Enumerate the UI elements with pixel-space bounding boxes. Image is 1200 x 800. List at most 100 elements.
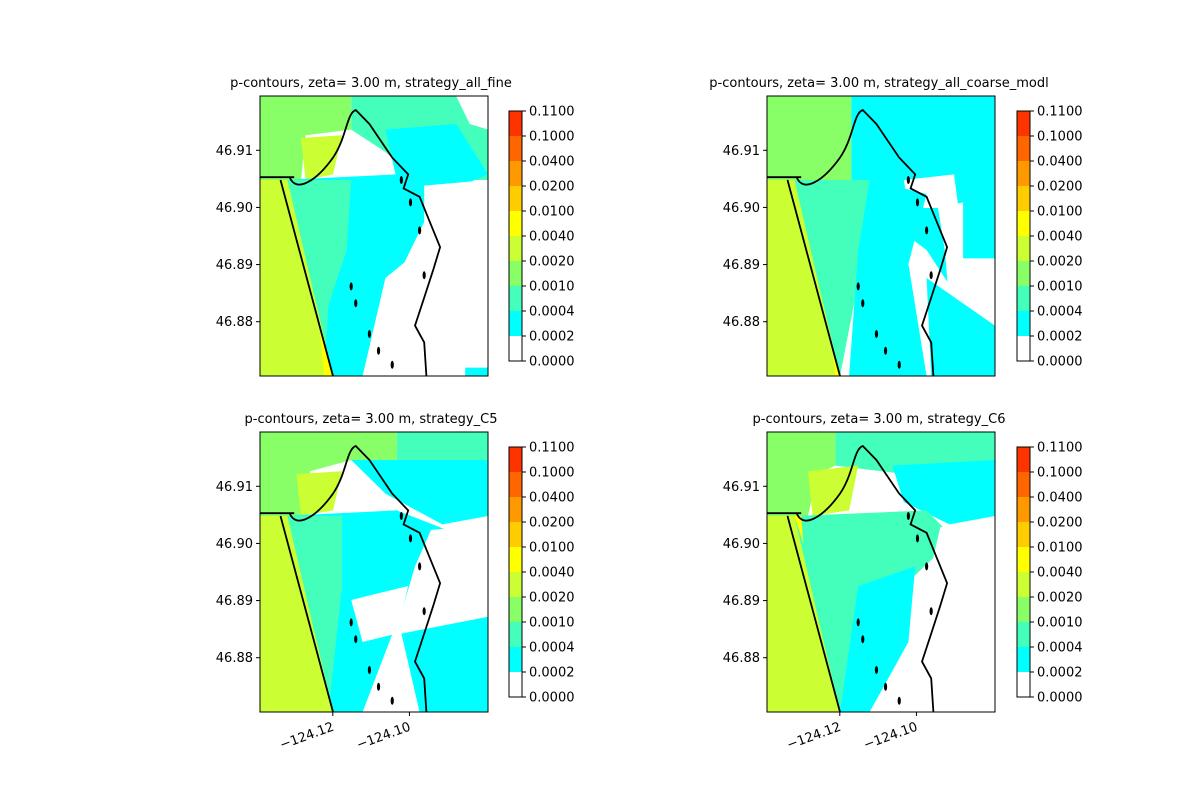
shoal-mark [354,299,358,308]
colorbar-tick-label: 0.0100 [1037,205,1083,220]
colorbar-band [509,522,522,547]
map-surface [767,432,995,712]
colorbar-tick-label: 0.0000 [529,691,575,706]
shoal-mark [874,666,879,674]
shoal-mark [874,330,879,338]
colorbar-tick-label: 0.1000 [529,130,575,145]
y-tick-label: 46.90 [723,537,760,552]
probability-patch [260,180,333,376]
colorbar-band [1017,336,1030,361]
colorbar-tick-label: 0.0200 [529,516,575,531]
probability-patch [908,521,995,712]
probability-patch [260,516,333,712]
colorbar-band [509,597,522,622]
colorbar-tick-label: 0.1000 [1037,130,1083,145]
y-tick-label: 46.89 [216,258,253,273]
probability-patch [296,471,343,516]
colorbar-band [1017,161,1030,186]
shoal-mark [897,696,901,705]
probability-patch [892,460,995,525]
shoal-mark [354,635,358,644]
colorbar-tick-label: 0.0200 [1037,180,1083,195]
colorbar-tick-label: 0.0002 [1037,666,1083,681]
panel-title-c5: p-contours, zeta= 3.00 m, strategy_C5 [244,412,498,427]
colorbar-tick-label: 0.0020 [529,591,575,606]
panel-title-all-coarse-modl: p-contours, zeta= 3.00 m, strategy_all_c… [709,76,1049,91]
colorbar-tick-label: 0.0040 [529,566,575,581]
x-tick-label: −124.10 [862,720,920,753]
colorbar-band [509,572,522,597]
shoal-mark [390,360,394,369]
probability-patch [926,278,995,376]
colorbar-tick-label: 0.0400 [1037,491,1083,506]
x-tick-label: −124.12 [278,720,336,753]
probability-patch [301,135,343,180]
probability-patch [401,616,488,712]
colorbar-tick-label: 0.0000 [529,355,575,370]
probability-patch [287,516,343,712]
probability-patch [767,432,836,516]
colorbar-tick-label: 0.1000 [529,466,575,481]
probability-patch [351,460,488,525]
colorbar-tick-label: 0.0002 [529,330,575,345]
y-tick-label: 46.90 [723,201,760,216]
shoal-mark [390,696,394,705]
colorbar-band [509,447,522,472]
shoal-mark [906,176,910,184]
colorbar-tick-label: 0.1100 [1037,105,1083,120]
shoal-mark [915,534,920,543]
colorbar-tick-label: 0.0020 [1037,255,1083,270]
colorbar-band [1017,111,1030,136]
colorbar-tick-label: 0.0400 [529,155,575,170]
probability-patch [794,516,804,544]
colorbar-tick-label: 0.0000 [1037,355,1083,370]
colorbar-tick-label: 0.0004 [1037,305,1083,320]
y-tick-label: 46.88 [723,651,760,666]
colorbar-tick-label: 0.0040 [1037,566,1083,581]
shoal-mark [408,534,413,543]
shoal-mark [418,226,422,235]
probability-patch [396,524,488,634]
colorbar-band [1017,522,1030,547]
colorbar-tick-label: 0.0400 [1037,155,1083,170]
colorbar-band [1017,311,1030,336]
shoal-mark [422,271,426,280]
colorbar-tick-label: 0.0002 [529,666,575,681]
shoal-mark [915,198,920,207]
shoal-mark [422,607,426,616]
probability-patch [840,566,916,712]
colorbar-tick-label: 0.0000 [1037,691,1083,706]
shoal-mark [399,512,403,520]
colorbar-tick-label: 0.1100 [1037,441,1083,456]
panel-title-all-fine: p-contours, zeta= 3.00 m, strategy_all_f… [230,76,512,91]
colorbar-band [509,336,522,361]
colorbar-band [1017,672,1030,697]
shoal-mark [418,562,422,571]
map-surface [260,96,488,376]
colorbar-tick-label: 0.1100 [529,441,575,456]
y-tick-label: 46.88 [216,315,253,330]
colorbar-band [509,161,522,186]
colorbar-tick-label: 0.0200 [1037,516,1083,531]
colorbar-tick-label: 0.0040 [1037,230,1083,245]
y-tick-label: 46.88 [723,315,760,330]
y-tick-label: 46.90 [216,201,253,216]
x-tick-label: −124.10 [355,720,413,753]
colorbar-band [509,211,522,236]
colorbar-tick-label: 0.0004 [1037,641,1083,656]
colorbar-band [509,186,522,211]
shoal-mark [897,360,901,369]
colorbar-band [1017,211,1030,236]
colorbar-tick-label: 0.1000 [1037,466,1083,481]
colorbar-band [1017,572,1030,597]
axes-frame [259,431,489,713]
colorbar-band [509,286,522,311]
axes-frame [766,95,996,377]
shoal-mark [856,618,860,627]
probability-patch [808,465,859,516]
colorbar-band [509,261,522,286]
colorbar-tick-label: 0.0200 [529,180,575,195]
colorbar-band [509,497,522,522]
shoal-mark [408,198,413,207]
colorbar-tick-label: 0.0100 [529,541,575,556]
